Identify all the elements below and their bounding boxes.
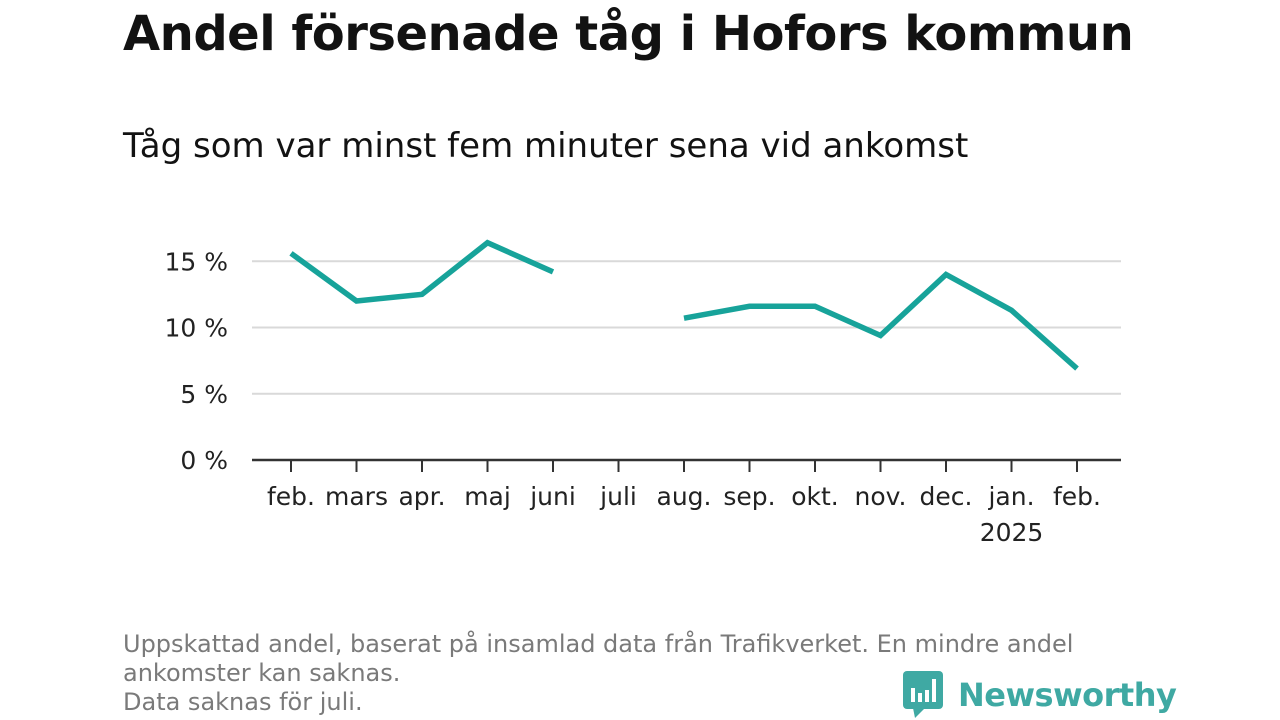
x-tick-sublabel: 2025 [980, 518, 1044, 547]
x-tick-label: mars [325, 482, 388, 511]
y-tick-label: 15 % [164, 247, 228, 276]
series-line-segment-2 [683, 271, 1079, 371]
x-tick-label: jan. [987, 482, 1034, 511]
footnote-line-3: Data saknas för juli. [123, 688, 363, 716]
x-tick-label: juli [599, 482, 637, 511]
x-tick-label: juni [529, 482, 576, 511]
y-tick-label: 0 % [180, 446, 228, 475]
x-tick-label: nov. [855, 482, 907, 511]
x-tick-label: sep. [723, 482, 775, 511]
x-tick-label: feb. [1053, 482, 1101, 511]
chart-subtitle: Tåg som var minst fem minuter sena vid a… [123, 126, 969, 166]
x-tick-label: maj [464, 482, 511, 511]
x-tick-label: aug. [657, 482, 712, 511]
y-tick-label: 5 % [180, 380, 228, 409]
bar-chart-speech-bubble-icon [903, 671, 943, 718]
footnote-line-1: Uppskattad andel, baserat på insamlad da… [123, 630, 1074, 658]
line-chart: 0 % 5 % 10 % 15 % feb. mars apr. maj juni juli aug… [164, 239, 1121, 547]
series-line-segment-1 [289, 239, 555, 304]
chart-title: Andel försenade tåg i Hofors kommun [123, 6, 1134, 62]
footnote-line-2: ankomster kan saknas. [123, 659, 401, 687]
x-tick-label: apr. [398, 482, 445, 511]
x-tick-label: okt. [791, 482, 839, 511]
brand-name: Newsworthy [958, 676, 1177, 714]
brand-logo: Newsworthy [903, 671, 1177, 719]
footnote: Uppskattad andel, baserat på insamlad da… [123, 630, 1163, 717]
x-tick-label: dec. [920, 482, 973, 511]
x-tick-label: feb. [267, 482, 315, 511]
y-tick-label: 10 % [164, 314, 228, 343]
